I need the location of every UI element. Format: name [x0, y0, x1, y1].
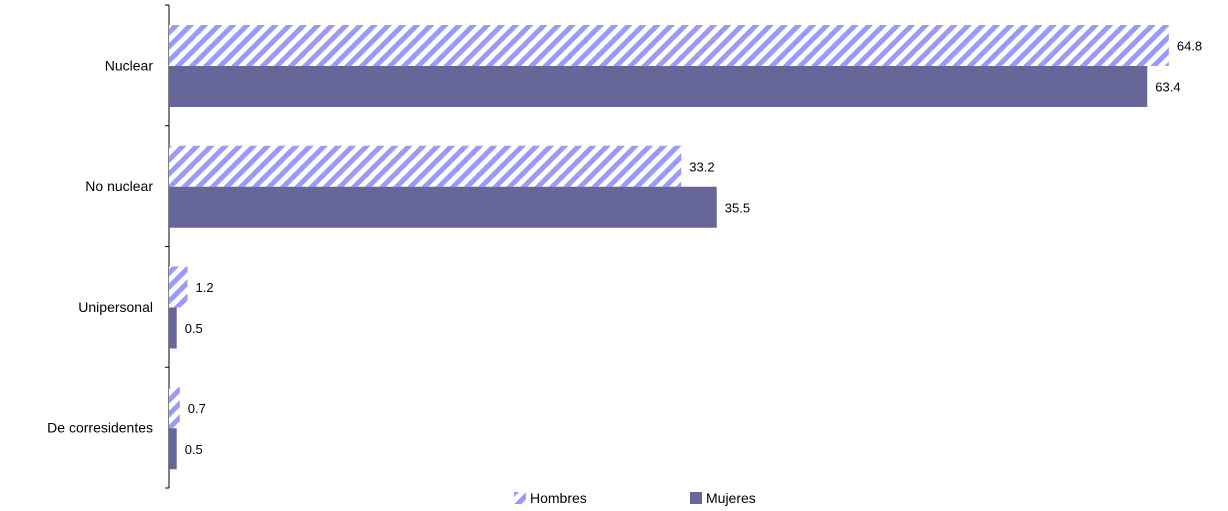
bar-hombres-nuclear [169, 25, 1169, 66]
legend-swatch-hombres [514, 492, 526, 504]
data-label-mujeres-no-nuclear: 35.5 [725, 200, 750, 215]
data-label-hombres-de-corresidentes: 0.7 [188, 401, 206, 416]
legend: Hombres Mujeres [514, 490, 756, 506]
data-label-mujeres-nuclear: 63.4 [1155, 80, 1180, 95]
bar-hombres-unipersonal [169, 266, 188, 308]
bar-mujeres-unipersonal [169, 307, 177, 349]
data-label-mujeres-de-corresidentes: 0.5 [185, 442, 203, 457]
bar-hombres-de-corresidentes [169, 387, 180, 429]
bar-mujeres-no-nuclear [169, 186, 717, 228]
bar-mujeres-de-corresidentes [169, 428, 177, 470]
category-label-unipersonal: Unipersonal [78, 299, 153, 315]
legend-label-hombres: Hombres [530, 490, 587, 506]
bar-mujeres-nuclear [169, 66, 1148, 107]
plot-area: Nuclear 64.8 63.4 No nuclear 33.2 35.5 Unipers… [47, 4, 1202, 489]
data-label-hombres-unipersonal: 1.2 [196, 280, 214, 295]
data-label-hombres-no-nuclear: 33.2 [689, 159, 714, 174]
bar-hombres-no-nuclear [169, 145, 682, 187]
category-label-nuclear: Nuclear [105, 57, 154, 73]
category-label-no-nuclear: No nuclear [85, 178, 153, 194]
data-label-hombres-nuclear: 64.8 [1177, 39, 1202, 54]
data-label-mujeres-unipersonal: 0.5 [185, 321, 203, 336]
legend-swatch-mujeres [690, 492, 702, 504]
legend-label-mujeres: Mujeres [706, 490, 756, 506]
category-label-de-corresidentes: De corresidentes [47, 420, 153, 436]
